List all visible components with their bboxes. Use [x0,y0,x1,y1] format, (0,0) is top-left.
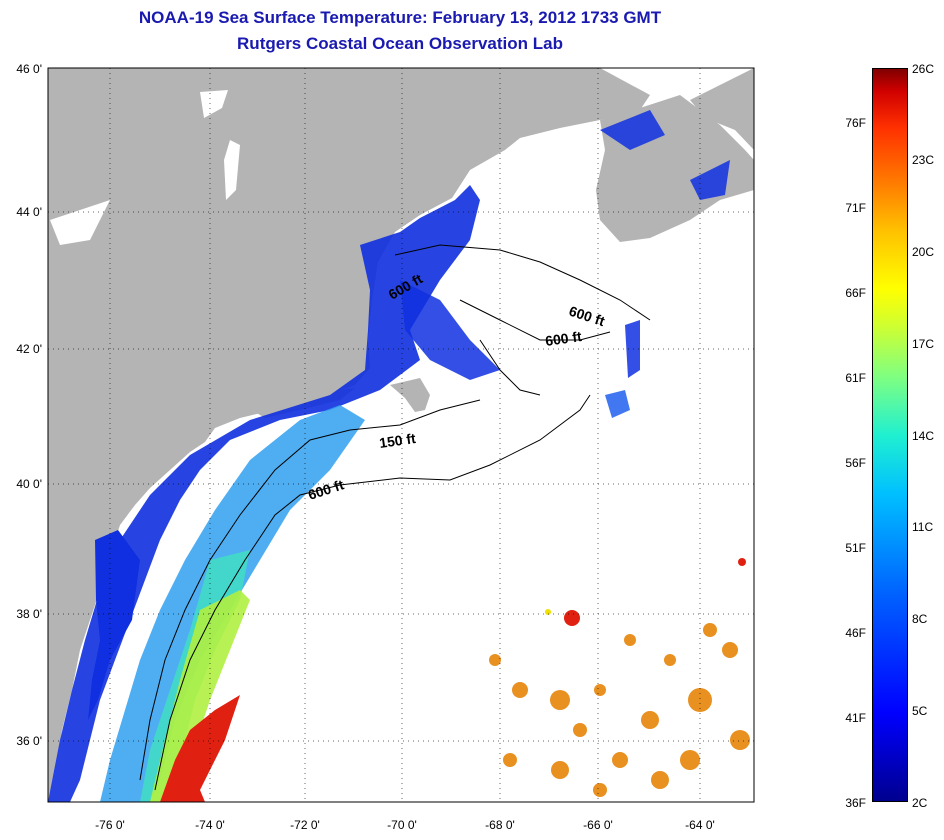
colorbar-c-label: 5C [912,704,928,718]
colorbar-f-label: 71F [845,201,866,215]
colorbar-c-label: 14C [912,429,935,443]
colorbar-f-label: 56F [845,456,866,470]
colorbar [872,68,908,802]
colorbar-c-label: 26C [912,62,935,76]
colorbar-f-label: 36F [845,796,866,810]
lon-label: -72 0' [290,818,320,832]
colorbar-f-label: 46F [845,626,866,640]
colorbar-c-label: 8C [912,612,928,626]
lat-label: 42 0' [16,342,42,356]
colorbar-f-label: 61F [845,371,866,385]
lat-label: 44 0' [16,205,42,219]
lon-label: -66 0' [583,818,613,832]
colorbar-c-label: 11C [912,520,934,534]
lat-label: 46 0' [16,62,42,76]
lon-label: -74 0' [195,818,225,832]
land-cape-cod [390,378,430,412]
colorbar-f-label: 51F [845,541,866,555]
colorbar-c-label: 2C [912,796,928,810]
map-subtitle: Rutgers Coastal Ocean Observation Lab [237,34,563,53]
isobath-gom [394,244,651,396]
map-title: NOAA-19 Sea Surface Temperature: Februar… [138,8,662,27]
isobath-label: 600 ft [544,328,583,349]
sst-offshore-patches [489,623,750,797]
land-mainland [48,68,650,802]
colorbar-c-label: 20C [912,245,935,259]
lat-label: 38 0' [16,607,42,621]
isobath-150 [139,399,481,781]
colorbar-f-label: 41F [845,711,866,725]
lon-label: -70 0' [387,818,417,832]
colorbar-c-label: 23C [912,153,935,167]
sst-cold-band [48,185,480,802]
lon-label: -76 0' [95,818,125,832]
lat-label: 40 0' [16,477,42,491]
lon-label: -68 0' [485,818,515,832]
colorbar-f-label: 66F [845,286,866,300]
isobath-label: 150 ft [378,430,417,451]
sst-gulf-stream [160,695,240,802]
lat-label: 36 0' [16,734,42,748]
land-cape-breton [690,68,754,150]
colorbar-f-label: 76F [845,116,866,130]
colorbar-c-label: 17C [912,337,935,351]
lon-label: -64 0' [685,818,715,832]
isobath-600-shelf [154,394,591,791]
